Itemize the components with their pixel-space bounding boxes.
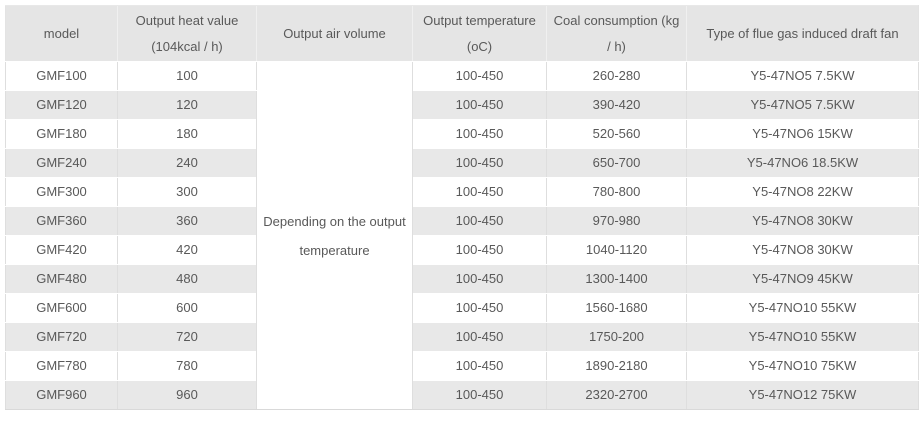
table-row: GMF100 100 Depending on the output tempe… xyxy=(5,61,919,410)
cell-output-temperature: 100-450 xyxy=(412,206,547,236)
col-header-coal-consumption: Coal consumption (kg / h) xyxy=(546,5,687,62)
cell-heat-value: 360 xyxy=(117,206,257,236)
table-row: GMF960 960 100-450 2320-2700 Y5-47NO12 7… xyxy=(5,380,919,410)
cell-coal-consumption: 390-420 xyxy=(546,90,687,120)
cell-model: GMF120 xyxy=(5,90,118,120)
cell-coal-consumption: 1040-1120 xyxy=(546,235,687,265)
cell-output-temperature: 100-450 xyxy=(412,235,547,265)
cell-coal-consumption: 2320-2700 xyxy=(546,380,687,410)
col-header-heat-value: Output heat value (104kcal / h) xyxy=(117,5,257,62)
cell-model: GMF300 xyxy=(5,177,118,207)
cell-output-temperature: 100-450 xyxy=(412,90,547,120)
cell-model: GMF600 xyxy=(5,293,118,323)
cell-model: GMF240 xyxy=(5,148,118,178)
cell-output-temperature: 100-450 xyxy=(412,351,547,381)
cell-heat-value: 960 xyxy=(117,380,257,410)
header-row: model Output heat value (104kcal / h) Ou… xyxy=(5,5,919,62)
cell-fan-type: Y5-47NO6 18.5KW xyxy=(686,148,919,178)
col-header-output-temperature: Output temperature (oC) xyxy=(412,5,547,62)
air-volume-merged-cell: Depending on the output temperature xyxy=(256,61,413,410)
table-body: GMF100 100 Depending on the output tempe… xyxy=(5,61,919,410)
cell-model: GMF360 xyxy=(5,206,118,236)
cell-coal-consumption: 520-560 xyxy=(546,119,687,149)
cell-output-temperature: 100-450 xyxy=(412,61,547,91)
cell-output-temperature: 100-450 xyxy=(412,148,547,178)
cell-fan-type: Y5-47NO12 75KW xyxy=(686,380,919,410)
table-row: GMF480 480 100-450 1300-1400 Y5-47NO9 45… xyxy=(5,264,919,294)
cell-heat-value: 240 xyxy=(117,148,257,178)
table-row: GMF600 600 100-450 1560-1680 Y5-47NO10 5… xyxy=(5,293,919,323)
cell-fan-type: Y5-47NO5 7.5KW xyxy=(686,61,919,91)
table-row: GMF780 780 100-450 1890-2180 Y5-47NO10 7… xyxy=(5,351,919,381)
col-header-air-volume: Output air volume xyxy=(256,5,413,62)
cell-heat-value: 120 xyxy=(117,90,257,120)
cell-fan-type: Y5-47NO8 22KW xyxy=(686,177,919,207)
cell-model: GMF420 xyxy=(5,235,118,265)
cell-output-temperature: 100-450 xyxy=(412,293,547,323)
table-row: GMF240 240 100-450 650-700 Y5-47NO6 18.5… xyxy=(5,148,919,178)
cell-coal-consumption: 1890-2180 xyxy=(546,351,687,381)
cell-coal-consumption: 970-980 xyxy=(546,206,687,236)
cell-heat-value: 600 xyxy=(117,293,257,323)
cell-model: GMF720 xyxy=(5,322,118,352)
cell-heat-value: 300 xyxy=(117,177,257,207)
cell-model: GMF180 xyxy=(5,119,118,149)
cell-output-temperature: 100-450 xyxy=(412,119,547,149)
table-row: GMF300 300 100-450 780-800 Y5-47NO8 22KW xyxy=(5,177,919,207)
table-row: GMF420 420 100-450 1040-1120 Y5-47NO8 30… xyxy=(5,235,919,265)
table-row: GMF180 180 100-450 520-560 Y5-47NO6 15KW xyxy=(5,119,919,149)
cell-heat-value: 100 xyxy=(117,61,257,91)
spec-table: model Output heat value (104kcal / h) Ou… xyxy=(5,5,919,410)
cell-coal-consumption: 260-280 xyxy=(546,61,687,91)
table-row: GMF360 360 100-450 970-980 Y5-47NO8 30KW xyxy=(5,206,919,236)
cell-heat-value: 780 xyxy=(117,351,257,381)
cell-fan-type: Y5-47NO10 75KW xyxy=(686,351,919,381)
cell-output-temperature: 100-450 xyxy=(412,380,547,410)
cell-fan-type: Y5-47NO8 30KW xyxy=(686,206,919,236)
cell-coal-consumption: 650-700 xyxy=(546,148,687,178)
cell-coal-consumption: 1560-1680 xyxy=(546,293,687,323)
col-header-fan-type: Type of flue gas induced draft fan xyxy=(686,5,919,62)
cell-heat-value: 720 xyxy=(117,322,257,352)
col-header-model: model xyxy=(5,5,118,62)
cell-fan-type: Y5-47NO10 55KW xyxy=(686,293,919,323)
cell-model: GMF780 xyxy=(5,351,118,381)
cell-coal-consumption: 1750-200 xyxy=(546,322,687,352)
cell-fan-type: Y5-47NO9 45KW xyxy=(686,264,919,294)
cell-coal-consumption: 1300-1400 xyxy=(546,264,687,294)
table-row: GMF120 120 100-450 390-420 Y5-47NO5 7.5K… xyxy=(5,90,919,120)
cell-fan-type: Y5-47NO5 7.5KW xyxy=(686,90,919,120)
cell-fan-type: Y5-47NO6 15KW xyxy=(686,119,919,149)
cell-model: GMF480 xyxy=(5,264,118,294)
cell-output-temperature: 100-450 xyxy=(412,177,547,207)
cell-heat-value: 480 xyxy=(117,264,257,294)
cell-fan-type: Y5-47NO8 30KW xyxy=(686,235,919,265)
cell-coal-consumption: 780-800 xyxy=(546,177,687,207)
cell-fan-type: Y5-47NO10 55KW xyxy=(686,322,919,352)
cell-output-temperature: 100-450 xyxy=(412,322,547,352)
table-row: GMF720 720 100-450 1750-200 Y5-47NO10 55… xyxy=(5,322,919,352)
cell-model: GMF100 xyxy=(5,61,118,91)
cell-output-temperature: 100-450 xyxy=(412,264,547,294)
cell-heat-value: 180 xyxy=(117,119,257,149)
cell-model: GMF960 xyxy=(5,380,118,410)
cell-heat-value: 420 xyxy=(117,235,257,265)
